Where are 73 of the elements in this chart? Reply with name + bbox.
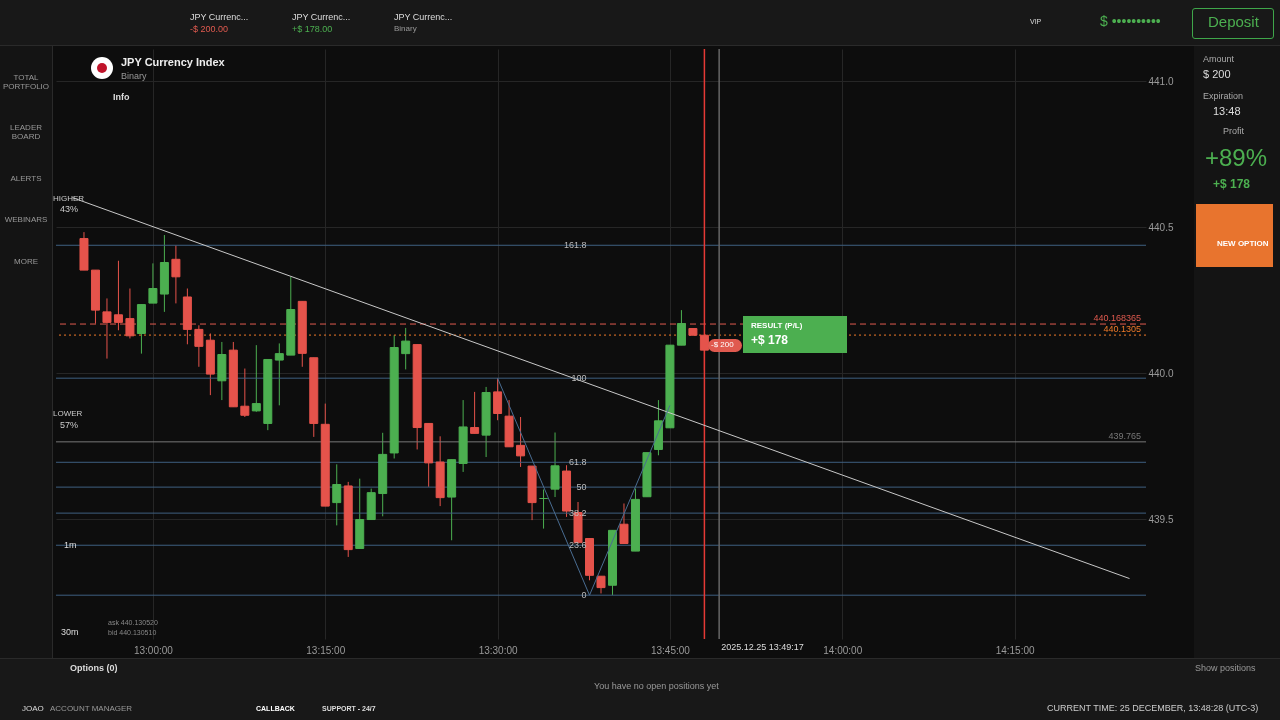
annotation: HIGHER xyxy=(53,194,85,204)
candlestick xyxy=(194,324,204,368)
annotation: 38.2 xyxy=(568,508,587,519)
text: JPY Currenc... xyxy=(292,12,351,23)
annotation: 0 xyxy=(581,590,587,601)
text: JPY Currenc... xyxy=(394,12,453,23)
annotation: RESULT (P/L) xyxy=(751,321,803,331)
annotation: LOWER xyxy=(53,409,83,419)
candlestick xyxy=(171,244,181,304)
candlestick xyxy=(676,309,686,346)
ref-line-label: 2025.12.25 13:49:17 xyxy=(721,642,804,652)
x-tick-label: 14:00:00 xyxy=(823,644,863,656)
annotation: 30m xyxy=(61,627,79,638)
x-tick-label: 14:15:00 xyxy=(995,644,1036,656)
candlestick xyxy=(516,416,526,468)
text: Profit xyxy=(1223,126,1245,137)
candlestick xyxy=(240,368,250,418)
x-tick-label: 13:30:00 xyxy=(478,644,518,656)
annotation: 100 xyxy=(571,373,587,384)
text: ACCOUNT MANAGER xyxy=(50,704,133,714)
annotation: +$ 178 xyxy=(751,333,789,348)
y-tick-label: 441.0 xyxy=(1148,75,1174,87)
text: 13:48 xyxy=(1213,105,1241,118)
annotation: 43% xyxy=(60,204,79,215)
text: $ 200 xyxy=(1203,68,1231,81)
text: Amount xyxy=(1203,54,1235,65)
candlestick xyxy=(493,377,503,421)
ref-line-label: 440.168365 xyxy=(1093,313,1141,324)
annotation: 161.8 xyxy=(563,240,587,251)
annotation: 1m xyxy=(64,540,77,551)
text: WEBINARS xyxy=(3,215,49,225)
text: CURRENT TIME: 25 DECEMBER, 13:48:28 (UTC-3) xyxy=(1047,703,1259,714)
text: JPY Currenc... xyxy=(190,12,249,23)
text: Deposit xyxy=(1208,13,1259,31)
text: You have no open positions yet xyxy=(594,681,719,692)
annotation: 50 xyxy=(576,482,587,493)
text: +89% xyxy=(1205,144,1268,172)
text: +$ 178 xyxy=(1213,177,1251,192)
x-tick-label: 13:15:00 xyxy=(306,644,346,656)
candlestick xyxy=(550,432,560,498)
text: NEW OPTION xyxy=(1217,239,1269,249)
y-tick-label: 440.5 xyxy=(1148,221,1174,233)
ref-line-label: 440.1305 xyxy=(1103,324,1141,335)
candlestick xyxy=(251,344,261,413)
text: ALERTS xyxy=(9,174,43,184)
text: JOAO xyxy=(22,704,44,714)
text: Options (0) xyxy=(70,663,118,674)
text: MORE xyxy=(13,257,39,267)
text: $ •••••••••• xyxy=(1100,13,1161,30)
text: Binary xyxy=(394,24,417,34)
text: TOTAL PORTFOLIO xyxy=(1,73,51,92)
text: -$ 200.00 xyxy=(190,24,229,35)
text: +$ 178.00 xyxy=(292,24,333,35)
candlestick xyxy=(148,262,158,304)
candlestick xyxy=(401,327,411,370)
annotation: Info xyxy=(113,92,130,103)
text: LEADER BOARD xyxy=(9,123,43,142)
text: Binary xyxy=(121,71,147,81)
text: JPY Currency Index xyxy=(121,56,225,68)
candlestick xyxy=(470,391,480,434)
text: Show positions xyxy=(1195,663,1256,674)
candlestick xyxy=(274,342,284,406)
text: Expiration xyxy=(1203,91,1244,102)
y-tick-label: 439.5 xyxy=(1148,513,1174,525)
y-tick-label: 440.0 xyxy=(1148,367,1174,379)
annotation: -$ 200 xyxy=(711,340,734,350)
annotation: 61.8 xyxy=(568,457,587,468)
candlestick xyxy=(619,502,629,544)
x-tick-label: 13:00:00 xyxy=(133,644,174,656)
candlestick xyxy=(332,463,342,526)
ref-line-label: 439.765 xyxy=(1108,430,1141,441)
annotation: 57% xyxy=(60,420,79,431)
x-tick-label: 13:45:00 xyxy=(650,644,691,656)
